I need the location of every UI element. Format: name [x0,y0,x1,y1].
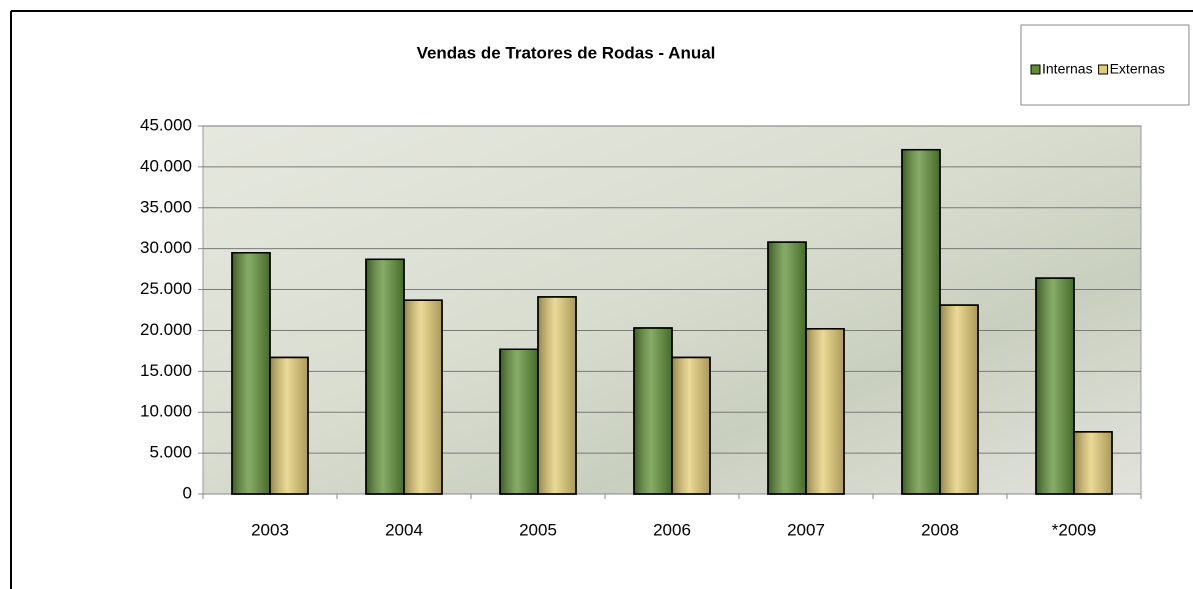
bar-shade [806,329,844,494]
y-tick-label: 25.000 [140,279,192,298]
bar-shade [1074,432,1112,494]
bar-shade [1036,278,1074,494]
x-tick-label: 2003 [251,520,289,539]
y-tick-label: 15.000 [140,361,192,380]
legend-label: Internas [1042,61,1093,77]
bar-shade [634,328,672,494]
bar-shade [366,259,404,494]
x-tick-label: 2007 [787,520,825,539]
y-tick-label: 10.000 [140,402,192,421]
bar-shade [232,253,270,494]
chart: Vendas de Tratores de Rodas - Anual 0 5.0… [0,0,1193,589]
y-tick-label: 45.000 [140,115,192,134]
bar-shade [940,305,978,494]
legend-swatch [1031,65,1040,74]
y-tick-label: 40.000 [140,156,192,175]
x-tick-label: 2005 [519,520,557,539]
x-tick-label: 2006 [653,520,691,539]
bar-shade [538,297,576,494]
chart-title: Vendas de Tratores de Rodas - Anual [417,43,716,62]
y-tick-label: 5.000 [149,443,192,462]
y-tick-label: 20.000 [140,320,192,339]
bar-shade [768,242,806,494]
x-tick-label: 2004 [385,520,423,539]
y-tick-label: 35.000 [140,197,192,216]
y-tick-label: 0 [183,483,192,502]
bar-shade [902,150,940,494]
x-tick-label: *2009 [1052,520,1096,539]
bar-shade [672,357,710,494]
bar-shade [270,357,308,494]
x-tick-label: 2008 [921,520,959,539]
bar-shade [500,349,538,494]
legend-label: Externas [1110,61,1165,77]
legend-swatch [1099,65,1108,74]
y-tick-label: 30.000 [140,238,192,257]
bar-shade [404,300,442,494]
